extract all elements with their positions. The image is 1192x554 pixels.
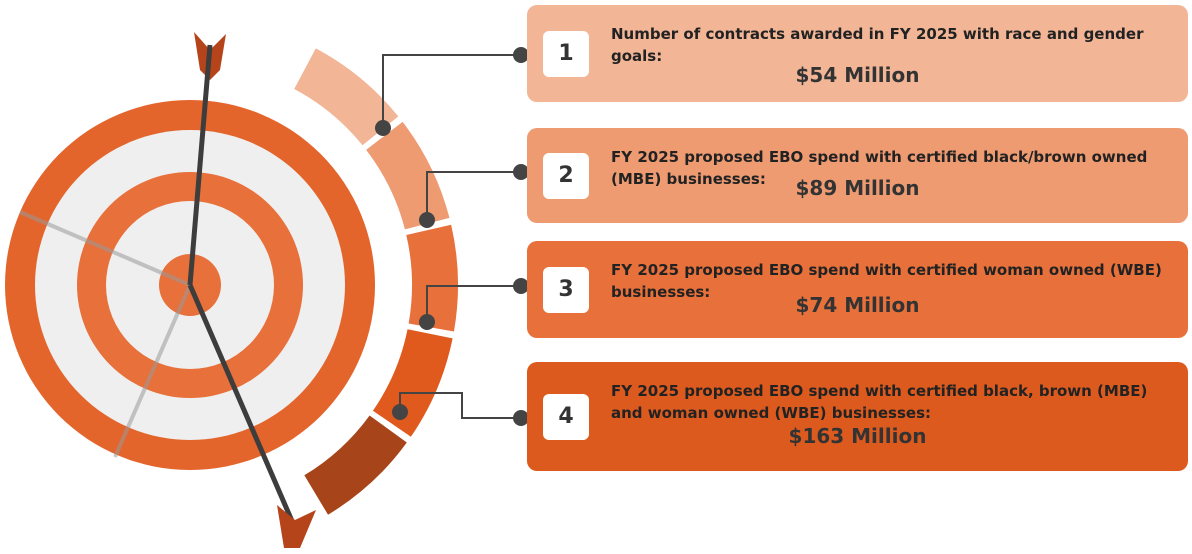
amount: $74 Million [527, 293, 1188, 317]
arc-segment [304, 415, 406, 514]
description: Number of contracts awarded in FY 2025 w… [611, 23, 1168, 67]
arc-segment [406, 225, 458, 332]
page: 1Number of contracts awarded in FY 2025 … [0, 0, 1192, 554]
amount: $89 Million [527, 176, 1188, 200]
description: FY 2025 proposed EBO spend with certifie… [611, 380, 1168, 424]
amount: $54 Million [527, 63, 1188, 87]
arc-segment [373, 329, 453, 437]
amount: $163 Million [527, 424, 1188, 448]
arc-segment [366, 122, 449, 230]
